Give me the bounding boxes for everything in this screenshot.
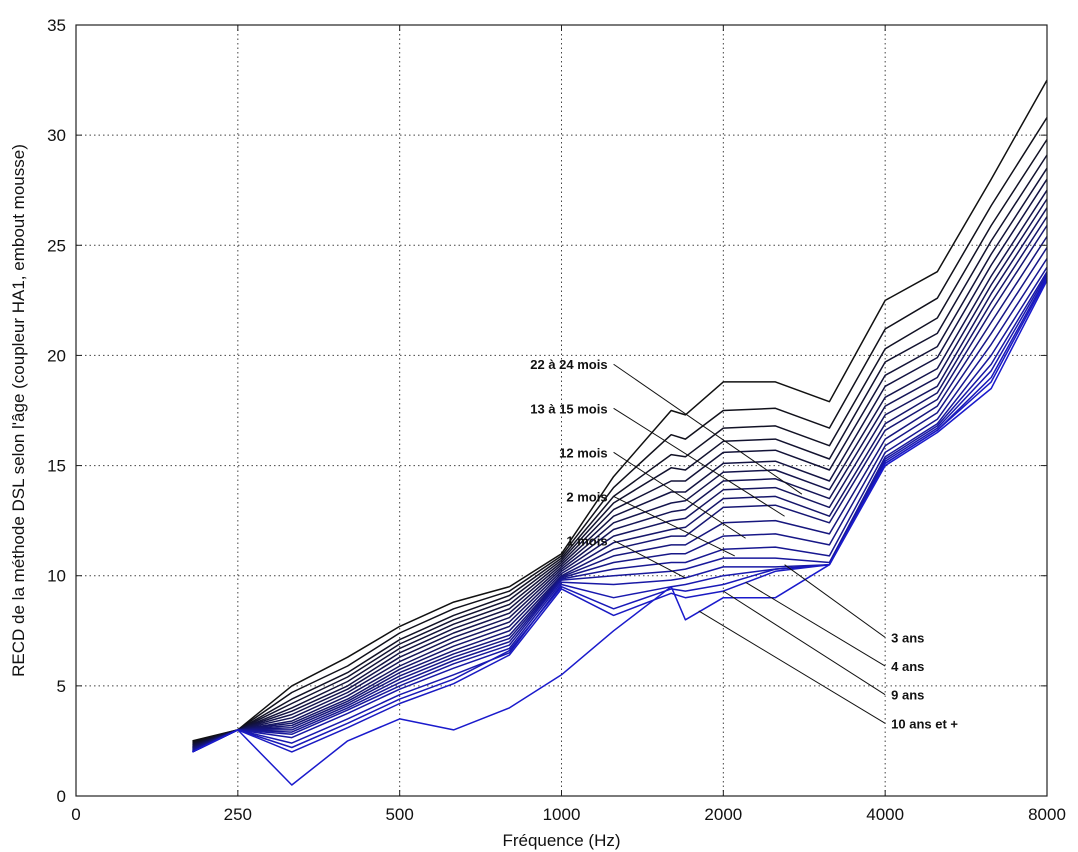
annotation-leader xyxy=(613,451,746,539)
annotation-leader xyxy=(613,363,803,495)
annotation-label: 12 mois xyxy=(559,445,607,460)
series-line xyxy=(192,225,1048,750)
annotation-label: 4 ans xyxy=(891,659,924,674)
y-tick-label: 25 xyxy=(47,236,66,255)
axis-ticks: 0 250 500 1000 2000 4000 8000 0 5 10 15 20 25 30 35 xyxy=(47,16,1066,824)
y-tick-label: 20 xyxy=(47,346,66,365)
series-line xyxy=(192,236,1048,751)
annotation-leader xyxy=(613,540,686,579)
plot-frame xyxy=(75,24,1048,797)
series-line xyxy=(192,198,1048,749)
x-tick-label: 500 xyxy=(385,805,413,824)
series-line xyxy=(192,139,1048,744)
annotation-label: 1 mois xyxy=(566,533,607,548)
y-tick-label: 0 xyxy=(57,787,66,806)
annotation-leader xyxy=(613,407,785,517)
annotation-label: 13 à 15 mois xyxy=(530,401,607,416)
series-line xyxy=(192,277,1048,753)
annotation-leader xyxy=(613,495,735,557)
y-tick-label: 35 xyxy=(47,16,66,35)
y-tick-label: 5 xyxy=(57,677,66,696)
annotation-label: 9 ans xyxy=(891,688,924,703)
y-axis-label: RECD de la méthode DSL selon l'âge (coup… xyxy=(9,144,28,677)
x-tick-label: 8000 xyxy=(1028,805,1066,824)
series-line xyxy=(192,207,1048,749)
series-line xyxy=(192,273,1048,753)
annotation-group: 22 à 24 mois 13 à 15 mois 12 mois 2 mois 1 m… xyxy=(530,357,958,731)
x-tick-label: 1000 xyxy=(543,805,581,824)
annotation-leader xyxy=(698,610,886,724)
series-line xyxy=(192,167,1048,747)
series-line xyxy=(192,247,1048,751)
series-line xyxy=(192,258,1048,752)
annotation-label: 3 ans xyxy=(891,630,924,645)
annotation-leader xyxy=(784,564,886,638)
series-group xyxy=(192,79,1048,786)
series-line xyxy=(192,216,1048,750)
x-tick-label: 4000 xyxy=(866,805,904,824)
x-tick-label: 0 xyxy=(71,805,80,824)
series-line xyxy=(192,189,1048,748)
annotation-leader xyxy=(723,590,886,696)
annotation-label: 10 ans et + xyxy=(891,716,958,731)
y-tick-label: 30 xyxy=(47,126,66,145)
series-line xyxy=(192,280,1048,786)
x-tick-label: 250 xyxy=(224,805,252,824)
annotation-label: 2 mois xyxy=(566,489,607,504)
series-line xyxy=(192,266,1048,752)
series-line xyxy=(192,79,1048,742)
series-line xyxy=(192,178,1048,747)
annotation-label: 22 à 24 mois xyxy=(530,357,607,372)
x-axis-label: Fréquence (Hz) xyxy=(502,831,620,850)
annotation-leader xyxy=(745,581,886,667)
y-tick-label: 10 xyxy=(47,567,66,586)
series-line xyxy=(192,271,1048,753)
x-tick-label: 2000 xyxy=(704,805,742,824)
series-line xyxy=(192,117,1048,743)
series-line xyxy=(192,154,1048,745)
y-tick-label: 15 xyxy=(47,457,66,476)
